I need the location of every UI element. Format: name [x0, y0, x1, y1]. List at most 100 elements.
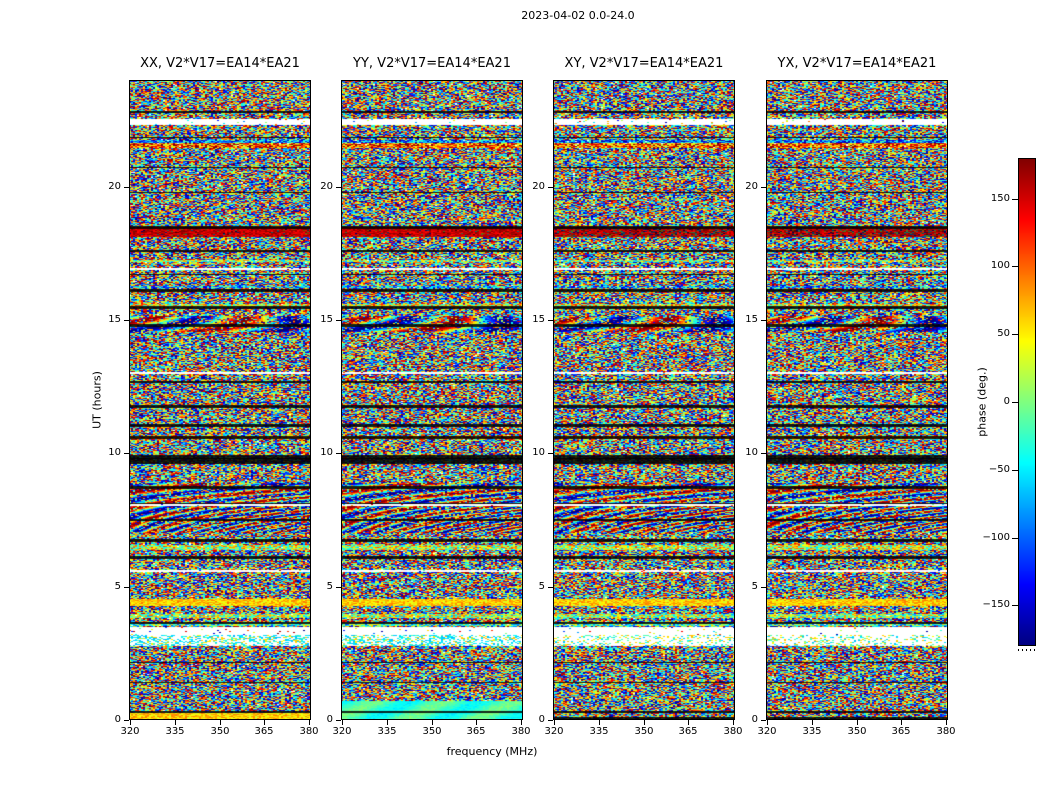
y-tick-mark — [124, 186, 129, 188]
colorbar-tick-mark — [1012, 333, 1018, 335]
colorbar-tick-mark — [1012, 401, 1018, 403]
y-tick-label: 5 — [538, 581, 545, 592]
y-tick-label: 0 — [538, 714, 545, 725]
x-tick-label: 380 — [299, 726, 319, 737]
x-tick-mark — [811, 720, 813, 725]
y-tick-mark — [336, 586, 341, 588]
colorbar-flagged-indicator — [1018, 649, 1036, 651]
colorbar-tick-label: 50 — [997, 328, 1010, 339]
x-tick-mark — [431, 720, 433, 725]
panel-title-yx: YX, V2*V17=EA14*EA21 — [777, 56, 937, 71]
x-tick-label: 320 — [757, 726, 777, 737]
y-tick-mark — [548, 319, 553, 321]
colorbar-tick-label: −150 — [982, 599, 1010, 610]
y-tick-mark — [761, 452, 766, 454]
panel-xy: XY, V2*V17=EA14*EA21 320 335 350 365 380 0 5 10… — [532, 56, 742, 737]
x-tick-label: 335 — [165, 726, 185, 737]
panel-yx: YX, V2*V17=EA14*EA21 320 335 350 365 380 0 5 10… — [745, 56, 955, 737]
y-tick-label: 20 — [532, 181, 545, 192]
x-tick-label: 365 — [891, 726, 911, 737]
x-tick-mark — [732, 720, 734, 725]
y-tick-label: 0 — [326, 714, 333, 725]
heatmap-xx — [129, 80, 311, 720]
x-tick-mark — [308, 720, 310, 725]
x-tick-mark — [129, 720, 131, 725]
colorbar-tick-label: 0 — [1003, 396, 1010, 407]
y-tick-mark — [336, 719, 341, 721]
y-tick-label: 10 — [320, 447, 333, 458]
x-tick-mark — [687, 720, 689, 725]
y-tick-label: 10 — [532, 447, 545, 458]
panel-xx: XX, V2*V17=EA14*EA21 320 335 350 365 380 0 5 10… — [108, 56, 318, 737]
figure-title: 2023-04-02 0.0-24.0 — [521, 9, 635, 22]
y-tick-mark — [548, 586, 553, 588]
y-tick-mark — [336, 452, 341, 454]
x-tick-mark — [766, 720, 768, 725]
y-tick-mark — [548, 719, 553, 721]
x-tick-label: 335 — [377, 726, 397, 737]
y-axis-label: UT (hours) — [90, 371, 104, 429]
x-tick-mark — [520, 720, 522, 725]
x-tick-mark — [553, 720, 555, 725]
x-tick-label: 320 — [544, 726, 564, 737]
x-tick-label: 350 — [634, 726, 654, 737]
y-tick-mark — [124, 319, 129, 321]
x-tick-mark — [386, 720, 388, 725]
colorbar-gradient — [1018, 158, 1036, 646]
x-tick-label: 350 — [422, 726, 442, 737]
y-tick-label: 15 — [532, 314, 545, 325]
colorbar-tick-mark — [1012, 604, 1018, 606]
x-tick-mark — [174, 720, 176, 725]
x-tick-label: 335 — [589, 726, 609, 737]
x-tick-mark — [945, 720, 947, 725]
y-tick-label: 20 — [320, 181, 333, 192]
x-tick-mark — [598, 720, 600, 725]
colorbar-tick-label: −100 — [982, 532, 1010, 543]
x-tick-mark — [856, 720, 858, 725]
heatmap-yy — [341, 80, 523, 720]
y-tick-label: 0 — [751, 714, 758, 725]
panel-title-yy: YY, V2*V17=EA14*EA21 — [353, 56, 511, 71]
panel-title-xy: XY, V2*V17=EA14*EA21 — [564, 56, 724, 71]
x-tick-label: 380 — [511, 726, 531, 737]
y-tick-label: 5 — [326, 581, 333, 592]
y-tick-mark — [124, 452, 129, 454]
y-tick-label: 20 — [745, 181, 758, 192]
y-tick-label: 5 — [114, 581, 121, 592]
x-tick-label: 320 — [120, 726, 140, 737]
colorbar-tick-label: −50 — [988, 464, 1010, 475]
colorbar-label: phase (deg.) — [975, 367, 989, 437]
panel-yy: YY, V2*V17=EA14*EA21 320 335 350 365 380 0 5 10… — [320, 56, 530, 737]
x-tick-label: 365 — [254, 726, 274, 737]
x-tick-mark — [341, 720, 343, 725]
colorbar-tick-mark — [1012, 537, 1018, 539]
x-tick-mark — [263, 720, 265, 725]
y-tick-label: 0 — [114, 714, 121, 725]
y-tick-mark — [761, 719, 766, 721]
y-tick-mark — [336, 319, 341, 321]
colorbar-tick-mark — [1012, 265, 1018, 267]
x-tick-label: 335 — [802, 726, 822, 737]
x-tick-label: 365 — [678, 726, 698, 737]
colorbar: 150 100 50 0 −50 −100 −150 — [983, 158, 1036, 646]
x-tick-label: 320 — [332, 726, 352, 737]
x-tick-mark — [219, 720, 221, 725]
x-axis-label: frequency (MHz) — [446, 745, 538, 758]
colorbar-tick-label: 150 — [990, 193, 1010, 204]
colorbar-tick-mark — [1012, 469, 1018, 471]
panel-title-xx: XX, V2*V17=EA14*EA21 — [140, 56, 300, 71]
x-tick-mark — [475, 720, 477, 725]
x-tick-label: 365 — [466, 726, 486, 737]
y-tick-mark — [761, 186, 766, 188]
heatmap-xy — [553, 80, 735, 720]
y-tick-label: 10 — [108, 447, 121, 458]
x-tick-label: 350 — [210, 726, 230, 737]
x-tick-label: 380 — [723, 726, 743, 737]
y-tick-mark — [336, 186, 341, 188]
y-tick-label: 10 — [745, 447, 758, 458]
x-tick-label: 350 — [847, 726, 867, 737]
colorbar-tick-mark — [1012, 198, 1018, 200]
y-tick-mark — [761, 319, 766, 321]
y-tick-label: 5 — [751, 581, 758, 592]
